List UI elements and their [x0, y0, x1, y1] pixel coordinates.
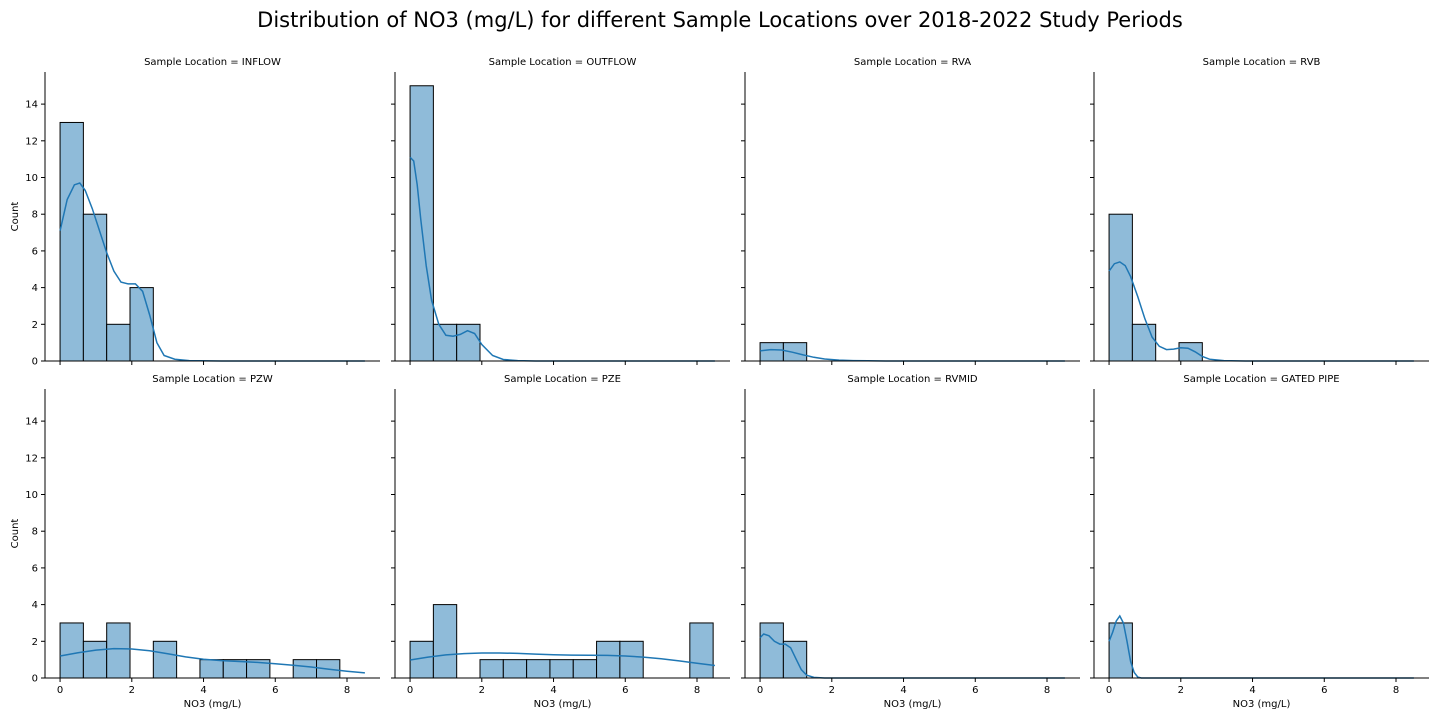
x-tick-label: 4: [900, 685, 906, 696]
x-tick-label: 0: [757, 685, 763, 696]
x-tick-label: 0: [57, 685, 63, 696]
facet-title: Sample Location = OUTFLOW: [489, 57, 637, 68]
y-tick-label: 12: [25, 136, 38, 147]
histogram-bar: [59, 121, 84, 362]
y-tick-label: 6: [32, 563, 38, 574]
histogram-bar: [572, 659, 598, 679]
y-tick-label: 8: [32, 210, 38, 221]
kde-line: [59, 647, 365, 674]
y-tick-label: 12: [25, 453, 38, 464]
histogram-bar: [152, 640, 178, 679]
y-tick-label: 14: [25, 100, 38, 111]
kde-line: [59, 182, 365, 362]
x-tick-label: 8: [1044, 685, 1050, 696]
x-axis-label: NO3 (mg/L): [534, 699, 592, 710]
x-tick-label: 2: [129, 685, 135, 696]
y-tick-label: 8: [32, 527, 38, 538]
y-tick-label: 0: [32, 357, 38, 368]
facet-title: Sample Location = INFLOW: [144, 57, 281, 68]
histogram-bar: [1131, 323, 1157, 362]
x-tick-label: 8: [694, 685, 700, 696]
histogram-bar: [106, 622, 131, 679]
histogram-bar: [759, 342, 784, 362]
histogram-bar: [292, 659, 318, 679]
x-tick-label: 6: [972, 685, 978, 696]
facet-title: Sample Location = RVA: [854, 57, 971, 68]
histogram-bar: [549, 659, 574, 679]
y-axis-label: Count: [10, 202, 21, 232]
facet-title: Sample Location = RVMID: [847, 374, 978, 385]
x-axis-label: NO3 (mg/L): [184, 699, 242, 710]
histogram-bar: [479, 659, 504, 679]
kde-line: [409, 156, 715, 362]
y-tick-label: 4: [32, 283, 38, 294]
histogram-bar: [456, 323, 481, 362]
histogram-bar: [759, 622, 784, 679]
x-axis-label: NO3 (mg/L): [884, 699, 942, 710]
histogram-bar: [502, 659, 528, 679]
y-tick-label: 0: [32, 674, 38, 685]
histogram-bar: [82, 640, 108, 679]
x-tick-label: 4: [550, 685, 556, 696]
histogram-bar: [106, 323, 131, 362]
histogram-bar: [432, 604, 458, 679]
histogram-bar: [199, 659, 224, 679]
x-axis-label: NO3 (mg/L): [1233, 699, 1291, 710]
histogram-bar: [619, 640, 644, 679]
kde-line: [1108, 261, 1414, 362]
y-tick-label: 4: [32, 600, 38, 611]
histogram-bar: [82, 213, 108, 362]
y-tick-label: 6: [32, 246, 38, 257]
x-tick-label: 2: [479, 685, 485, 696]
x-tick-label: 4: [200, 685, 206, 696]
x-tick-label: 0: [407, 685, 413, 696]
x-tick-label: 6: [622, 685, 628, 696]
x-tick-label: 2: [829, 685, 835, 696]
facet-title: Sample Location = GATED PIPE: [1183, 374, 1339, 385]
histogram-bar: [526, 659, 551, 679]
y-tick-label: 14: [25, 417, 38, 428]
x-tick-label: 6: [272, 685, 278, 696]
x-tick-label: 4: [1249, 685, 1255, 696]
histogram-bar: [59, 622, 84, 679]
y-axis-label: Count: [10, 519, 21, 549]
facet-title: Sample Location = RVB: [1203, 57, 1321, 68]
kde-line: [1108, 614, 1414, 679]
histogram-bar: [1108, 213, 1133, 362]
x-tick-label: 0: [1106, 685, 1112, 696]
kde-line: [409, 652, 715, 667]
x-tick-label: 8: [344, 685, 350, 696]
histogram-bar: [689, 622, 714, 679]
x-tick-label: 8: [1393, 685, 1399, 696]
chart-title: Distribution of NO3 (mg/L) for different…: [257, 8, 1183, 32]
y-tick-label: 2: [32, 637, 38, 648]
x-tick-label: 6: [1321, 685, 1327, 696]
x-tick-label: 2: [1178, 685, 1184, 696]
histogram-bar: [596, 640, 621, 679]
histogram-bar: [432, 323, 458, 362]
y-tick-label: 10: [25, 173, 38, 184]
y-tick-label: 10: [25, 490, 38, 501]
histogram-bar: [129, 287, 154, 362]
facet-title: Sample Location = PZW: [152, 374, 273, 385]
histogram-bar: [1178, 342, 1203, 362]
facet-title: Sample Location = PZE: [504, 374, 621, 385]
y-tick-label: 2: [32, 320, 38, 331]
